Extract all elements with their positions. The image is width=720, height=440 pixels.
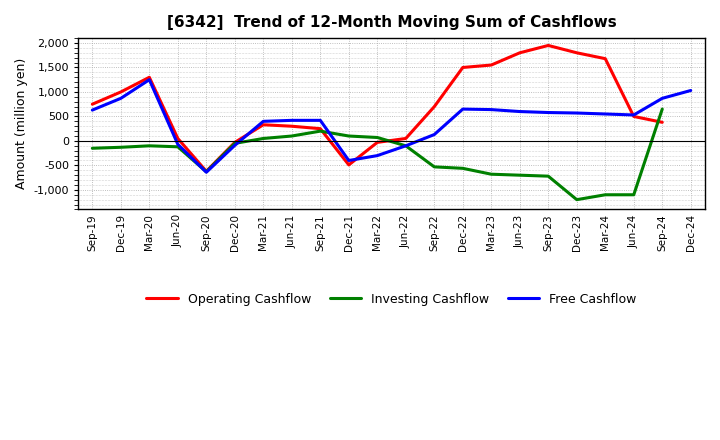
Operating Cashflow bbox=[230, 140, 239, 145]
Operating Cashflow bbox=[88, 102, 96, 107]
Investing Cashflow bbox=[88, 146, 96, 151]
Operating Cashflow bbox=[117, 89, 125, 95]
Line: Operating Cashflow: Operating Cashflow bbox=[92, 45, 662, 171]
Operating Cashflow bbox=[202, 169, 211, 174]
Operating Cashflow bbox=[601, 56, 610, 61]
Operating Cashflow bbox=[516, 50, 524, 55]
Investing Cashflow bbox=[601, 192, 610, 198]
Investing Cashflow bbox=[287, 133, 296, 139]
Investing Cashflow bbox=[316, 128, 325, 134]
Investing Cashflow bbox=[259, 136, 268, 141]
Investing Cashflow bbox=[629, 192, 638, 198]
Operating Cashflow bbox=[430, 104, 438, 109]
Free Cashflow bbox=[544, 110, 552, 115]
Free Cashflow bbox=[601, 111, 610, 117]
Operating Cashflow bbox=[316, 126, 325, 131]
Investing Cashflow bbox=[544, 173, 552, 179]
Investing Cashflow bbox=[516, 172, 524, 178]
Investing Cashflow bbox=[117, 145, 125, 150]
Free Cashflow bbox=[402, 143, 410, 148]
Free Cashflow bbox=[344, 158, 353, 163]
Investing Cashflow bbox=[174, 144, 182, 150]
Investing Cashflow bbox=[658, 106, 667, 112]
Investing Cashflow bbox=[430, 164, 438, 169]
Investing Cashflow bbox=[402, 143, 410, 148]
Free Cashflow bbox=[686, 88, 695, 93]
Free Cashflow bbox=[658, 95, 667, 101]
Free Cashflow bbox=[174, 142, 182, 147]
Line: Investing Cashflow: Investing Cashflow bbox=[92, 109, 662, 200]
Free Cashflow bbox=[202, 169, 211, 175]
Investing Cashflow bbox=[373, 135, 382, 140]
Operating Cashflow bbox=[145, 75, 153, 80]
Free Cashflow bbox=[487, 107, 495, 112]
Free Cashflow bbox=[629, 112, 638, 117]
Free Cashflow bbox=[459, 106, 467, 112]
Free Cashflow bbox=[230, 143, 239, 148]
Free Cashflow bbox=[145, 77, 153, 82]
Free Cashflow bbox=[316, 118, 325, 123]
Operating Cashflow bbox=[658, 120, 667, 125]
Operating Cashflow bbox=[459, 65, 467, 70]
Operating Cashflow bbox=[373, 140, 382, 145]
Free Cashflow bbox=[259, 119, 268, 124]
Operating Cashflow bbox=[344, 162, 353, 168]
Title: [6342]  Trend of 12-Month Moving Sum of Cashflows: [6342] Trend of 12-Month Moving Sum of C… bbox=[166, 15, 616, 30]
Free Cashflow bbox=[88, 107, 96, 113]
Free Cashflow bbox=[373, 153, 382, 158]
Free Cashflow bbox=[117, 95, 125, 101]
Operating Cashflow bbox=[544, 43, 552, 48]
Operating Cashflow bbox=[487, 62, 495, 68]
Operating Cashflow bbox=[174, 136, 182, 141]
Free Cashflow bbox=[572, 110, 581, 116]
Investing Cashflow bbox=[344, 133, 353, 139]
Investing Cashflow bbox=[459, 166, 467, 171]
Free Cashflow bbox=[430, 132, 438, 137]
Operating Cashflow bbox=[259, 122, 268, 128]
Legend: Operating Cashflow, Investing Cashflow, Free Cashflow: Operating Cashflow, Investing Cashflow, … bbox=[141, 288, 642, 311]
Operating Cashflow bbox=[629, 114, 638, 119]
Operating Cashflow bbox=[287, 124, 296, 129]
Operating Cashflow bbox=[572, 50, 581, 55]
Y-axis label: Amount (million yen): Amount (million yen) bbox=[15, 58, 28, 189]
Investing Cashflow bbox=[145, 143, 153, 148]
Operating Cashflow bbox=[402, 136, 410, 141]
Investing Cashflow bbox=[572, 197, 581, 202]
Investing Cashflow bbox=[230, 141, 239, 146]
Investing Cashflow bbox=[202, 169, 211, 174]
Free Cashflow bbox=[287, 118, 296, 123]
Investing Cashflow bbox=[487, 172, 495, 177]
Free Cashflow bbox=[516, 109, 524, 114]
Line: Free Cashflow: Free Cashflow bbox=[92, 80, 690, 172]
